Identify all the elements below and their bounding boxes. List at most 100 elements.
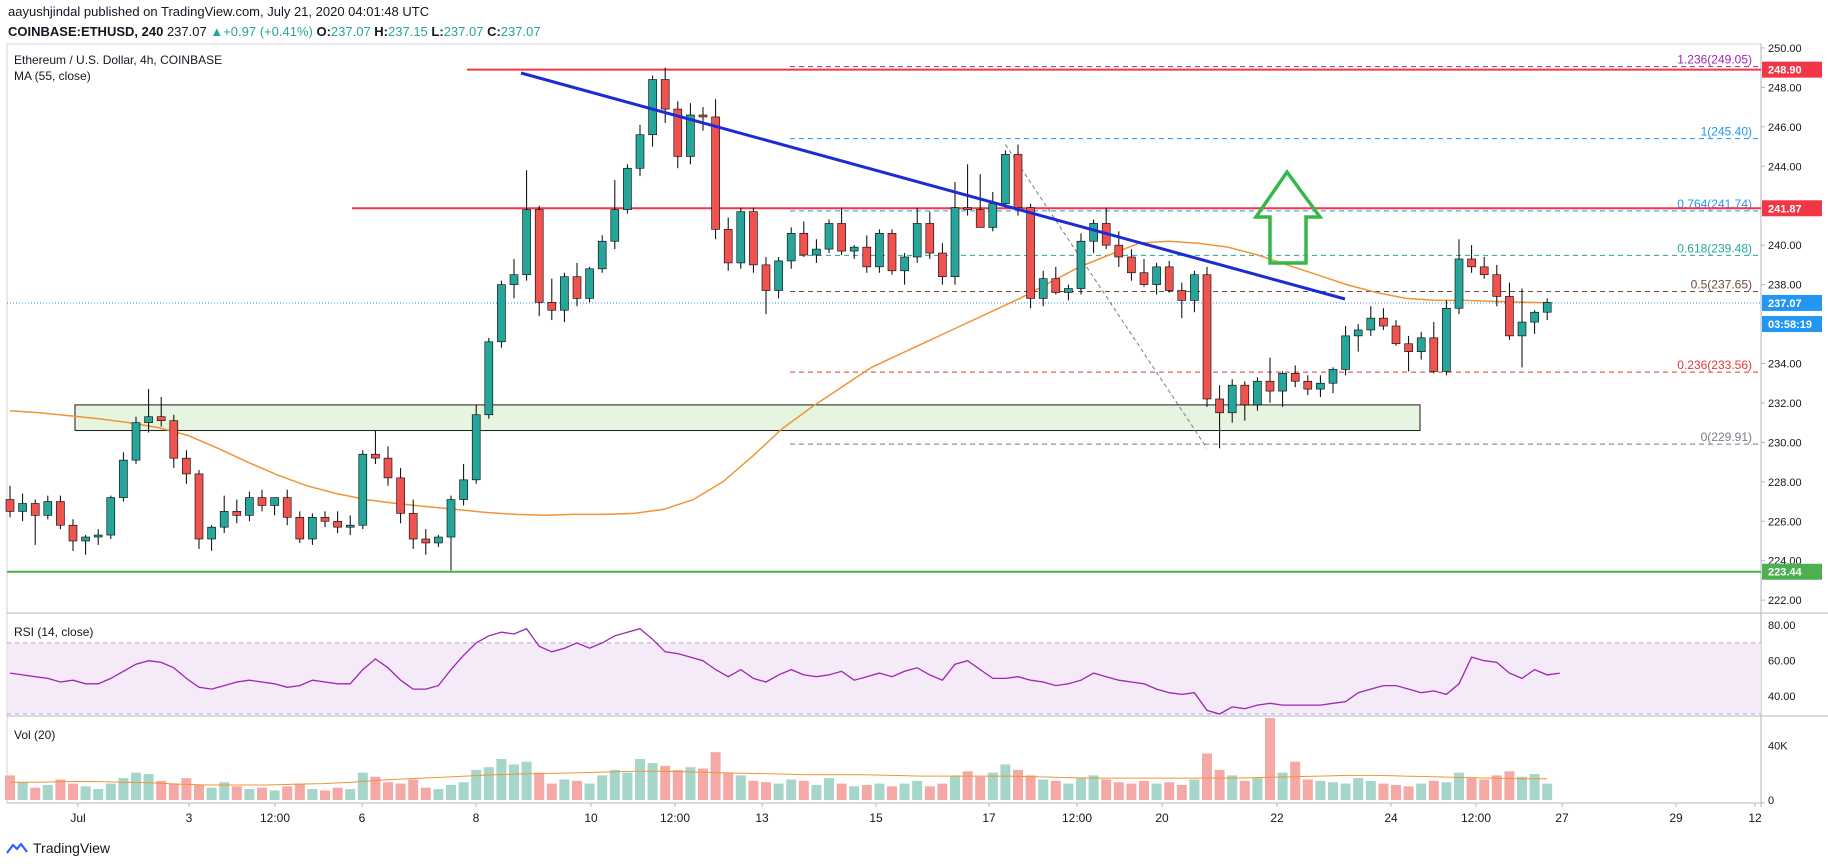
low-label: L:	[431, 24, 444, 39]
volume-bar	[1277, 772, 1288, 800]
rsi-tick-label: 80.00	[1768, 620, 1796, 632]
candle	[1253, 377, 1262, 411]
volume-bar	[1265, 718, 1275, 800]
volume-bar	[244, 789, 255, 800]
candle-body	[1442, 307, 1451, 372]
y-tick-label: 232.00	[1768, 398, 1802, 410]
x-tick-label: Jul	[70, 811, 85, 825]
candle-body	[1391, 325, 1401, 345]
candle-body	[1139, 272, 1149, 285]
volume-bar	[1302, 779, 1313, 800]
candle-body	[345, 524, 355, 528]
candle	[1303, 375, 1313, 396]
price-tag-label: 237.07	[1768, 298, 1802, 310]
volume-ma-line	[10, 770, 1548, 786]
volume-bar	[1441, 782, 1452, 800]
brand-name: TradingView	[33, 840, 111, 856]
candle	[30, 499, 40, 545]
candle	[1202, 266, 1212, 407]
x-tick-label: 10	[584, 811, 598, 825]
volume-bar	[572, 780, 582, 800]
candle-body	[623, 167, 632, 210]
candle	[1316, 375, 1325, 398]
x-tick-label: 20	[1155, 811, 1169, 825]
candle-body	[875, 233, 884, 268]
candle-body	[5, 499, 15, 512]
volume-bar	[1365, 780, 1376, 800]
y-tick-label: 228.00	[1768, 477, 1802, 489]
fib-level-label: 0(229.91)	[1701, 430, 1752, 444]
candle-body	[635, 134, 645, 169]
candle	[1127, 249, 1136, 281]
published-text: published on TradingView.com, July 21, 2…	[83, 4, 430, 19]
volume-bar	[1542, 783, 1553, 800]
rsi-pane: 80.00 60.00 40.00	[7, 620, 1796, 715]
candle-body	[18, 503, 27, 512]
volume-bar	[1038, 779, 1049, 800]
candle	[1064, 284, 1073, 301]
candle	[623, 164, 632, 214]
volume-bar	[143, 774, 154, 800]
candle-body	[131, 422, 141, 461]
candle-body	[1517, 321, 1527, 337]
main-price-pane: 250.00248.00246.00244.00242.00240.00238.…	[5, 43, 1822, 607]
candle	[459, 464, 468, 506]
volume-bar	[1403, 786, 1414, 800]
volume-bar	[1214, 769, 1225, 800]
volume-bar	[131, 772, 141, 800]
volume-bar	[698, 768, 708, 800]
candle-body	[219, 511, 229, 528]
candle-body	[182, 457, 191, 475]
candle	[698, 107, 708, 131]
candle	[837, 207, 846, 256]
price-tag-label: 241.87	[1768, 203, 1802, 215]
candle	[93, 529, 103, 545]
candles	[5, 67, 1552, 571]
candle-body	[900, 256, 909, 272]
candle	[144, 389, 153, 433]
candle-body	[1202, 274, 1212, 400]
candle	[585, 266, 594, 303]
volume-bar	[1063, 783, 1074, 800]
candle-body	[1152, 266, 1161, 285]
candle-body	[1227, 384, 1237, 414]
candle	[182, 450, 191, 484]
candle	[257, 489, 267, 512]
volume-bar	[408, 779, 419, 800]
tradingview-footer[interactable]: TradingView	[6, 840, 110, 856]
candle	[282, 489, 292, 526]
candle	[1051, 266, 1061, 295]
candle	[1164, 260, 1174, 293]
candle	[207, 525, 216, 551]
candle	[1404, 335, 1413, 372]
volume-bar	[811, 784, 822, 800]
candle-body	[711, 116, 720, 230]
volume-bar	[761, 782, 771, 800]
y-tick-label: 226.00	[1768, 516, 1802, 528]
volume-bar	[483, 767, 494, 800]
low-value: 237.07	[443, 24, 484, 39]
candle-body	[1542, 302, 1552, 313]
y-tick-label: 240.00	[1768, 240, 1802, 252]
candle	[597, 235, 607, 273]
candle-body	[938, 252, 947, 278]
candle	[761, 256, 771, 315]
candle	[56, 495, 65, 530]
volume-bar	[1013, 769, 1023, 800]
candle-body	[383, 457, 393, 479]
candle-body	[1454, 258, 1464, 309]
x-tick-label: 29	[1669, 811, 1683, 825]
candle-body	[799, 233, 809, 256]
ma-legend: MA (55, close)	[14, 69, 91, 83]
candle	[106, 495, 116, 540]
candle-body	[282, 497, 292, 518]
x-tick-label: 6	[359, 811, 366, 825]
price-tag	[1762, 61, 1822, 78]
y-tick-label: 230.00	[1768, 437, 1802, 449]
candle-body	[925, 223, 935, 254]
volume-bar	[950, 775, 960, 800]
fib-level-label: 0.5(237.65)	[1691, 278, 1752, 292]
publisher-name[interactable]: aayushjindal	[8, 4, 81, 19]
candle	[723, 217, 733, 271]
